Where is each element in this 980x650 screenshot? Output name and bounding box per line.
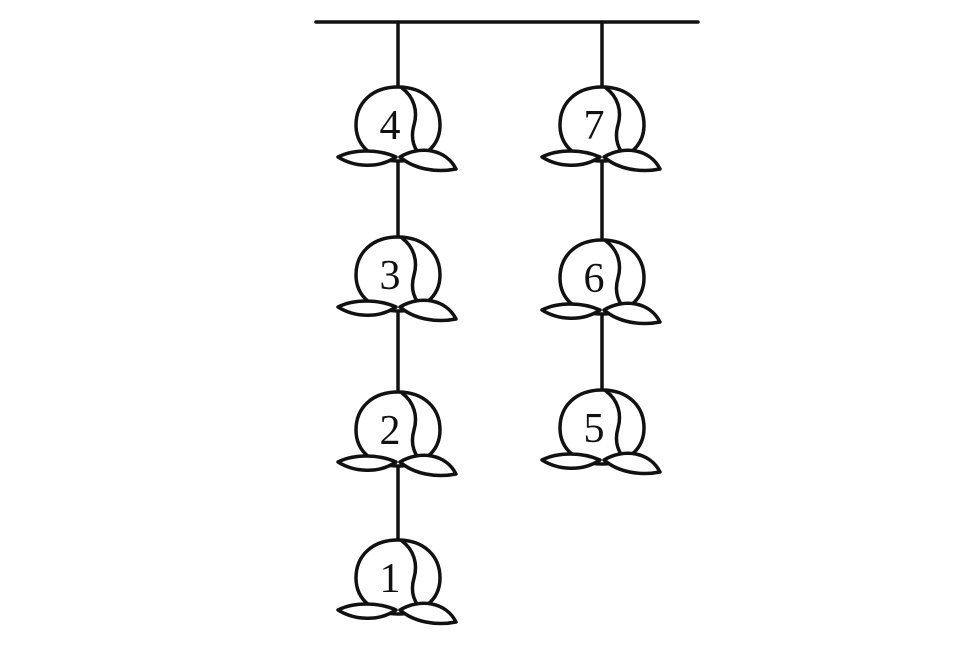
peach-right-3: 5 xyxy=(540,388,662,476)
leaf-left xyxy=(540,302,602,320)
leaf-right xyxy=(398,453,458,478)
leaf-right xyxy=(398,601,458,626)
leaf-right xyxy=(602,301,662,326)
peach-body xyxy=(558,388,646,466)
peach-body xyxy=(354,538,442,616)
peach-body xyxy=(354,390,442,468)
peach-label: 3 xyxy=(380,253,401,299)
peach-right-1: 7 xyxy=(540,85,662,173)
leaf-right xyxy=(602,451,662,476)
leaf-left xyxy=(336,299,398,317)
peach-body xyxy=(558,85,646,163)
leaf-right xyxy=(398,148,458,173)
peach-body xyxy=(558,238,646,316)
peach-label: 6 xyxy=(584,256,605,302)
peach-right-2: 6 xyxy=(540,238,662,326)
peach-left-4: 1 xyxy=(336,538,458,626)
peach-left-2: 3 xyxy=(336,235,458,323)
peach-label: 2 xyxy=(380,408,401,454)
peach-body xyxy=(354,235,442,313)
leaf-right xyxy=(602,148,662,173)
peach-left-1: 4 xyxy=(336,85,458,173)
peach-label: 1 xyxy=(380,556,401,602)
leaf-right xyxy=(398,298,458,323)
peach-left-3: 2 xyxy=(336,390,458,478)
leaf-left xyxy=(336,602,398,620)
leaf-left xyxy=(336,454,398,472)
leaf-left xyxy=(540,452,602,470)
peach-body xyxy=(354,85,442,163)
leaf-left xyxy=(336,149,398,167)
leaf-left xyxy=(540,149,602,167)
peach-label: 7 xyxy=(584,103,605,149)
peach-label: 5 xyxy=(584,406,605,452)
peach-label: 4 xyxy=(380,103,401,149)
